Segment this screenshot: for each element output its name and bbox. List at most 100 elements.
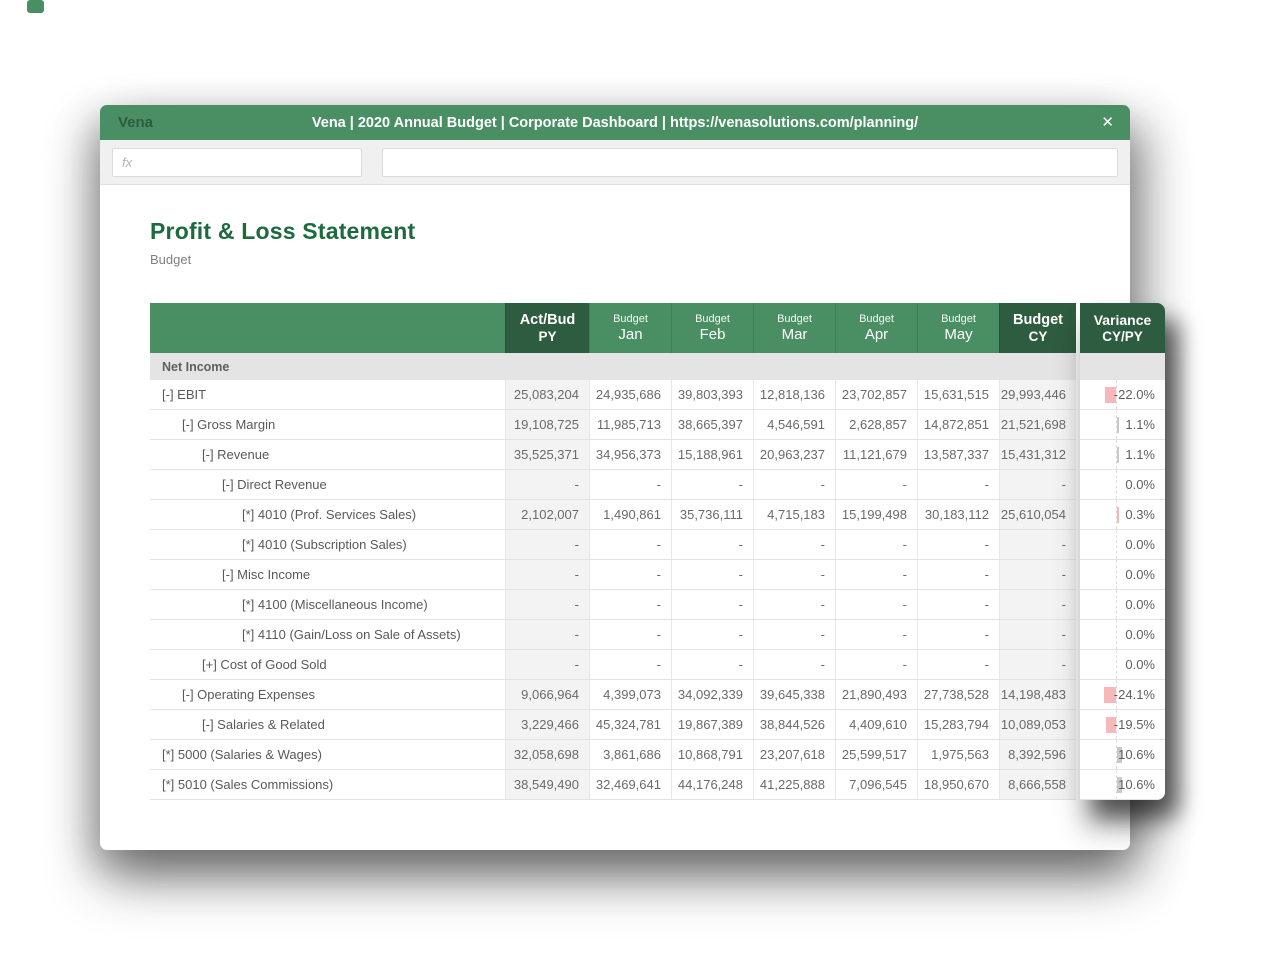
cell-jan[interactable]: - (589, 590, 671, 619)
cell-mar[interactable]: 41,225,888 (753, 770, 835, 799)
cell-may[interactable]: - (917, 620, 999, 649)
cell-cy[interactable]: 25,610,054 (999, 500, 1076, 529)
cell-jan[interactable]: - (589, 620, 671, 649)
cell-jan[interactable]: 32,469,641 (589, 770, 671, 799)
cell-feb[interactable]: - (671, 650, 753, 679)
cell-feb[interactable]: - (671, 470, 753, 499)
cell-may[interactable]: - (917, 650, 999, 679)
cell-cy[interactable]: 10,089,053 (999, 710, 1076, 739)
cell-mar[interactable]: - (753, 530, 835, 559)
cell-cy[interactable]: - (999, 590, 1076, 619)
cell-mar[interactable]: 38,844,526 (753, 710, 835, 739)
cell-may[interactable]: - (917, 590, 999, 619)
cell-apr[interactable]: 25,599,517 (835, 740, 917, 769)
cell-apr[interactable]: - (835, 590, 917, 619)
cell-may[interactable]: - (917, 560, 999, 589)
cell-feb[interactable]: 39,803,393 (671, 380, 753, 409)
cell-cy[interactable]: - (999, 650, 1076, 679)
cell-cy[interactable]: - (999, 620, 1076, 649)
row-label[interactable]: [*] 4100 (Miscellaneous Income) (242, 597, 428, 612)
cell-cy[interactable]: 8,666,558 (999, 770, 1076, 799)
cell-may[interactable]: 18,950,670 (917, 770, 999, 799)
cell-jan[interactable]: - (589, 530, 671, 559)
cell-feb[interactable]: 34,092,339 (671, 680, 753, 709)
cell-mar[interactable]: 23,207,618 (753, 740, 835, 769)
fx-name-box[interactable] (112, 147, 362, 177)
cell-may[interactable]: 27,738,528 (917, 680, 999, 709)
cell-cy[interactable]: - (999, 470, 1076, 499)
cell-py[interactable]: - (505, 590, 589, 619)
cell-apr[interactable]: - (835, 560, 917, 589)
cell-cy[interactable]: 14,198,483 (999, 680, 1076, 709)
cell-apr[interactable]: 11,121,679 (835, 440, 917, 469)
cell-apr[interactable]: 15,199,498 (835, 500, 917, 529)
cell-may[interactable]: 15,283,794 (917, 710, 999, 739)
cell-cy[interactable]: 15,431,312 (999, 440, 1076, 469)
cell-py[interactable]: 25,083,204 (505, 380, 589, 409)
cell-cy[interactable]: - (999, 530, 1076, 559)
cell-apr[interactable]: - (835, 620, 917, 649)
cell-mar[interactable]: 39,645,338 (753, 680, 835, 709)
cell-py[interactable]: 2,102,007 (505, 500, 589, 529)
cell-feb[interactable]: 38,665,397 (671, 410, 753, 439)
cell-mar[interactable]: - (753, 650, 835, 679)
cell-jan[interactable]: 1,490,861 (589, 500, 671, 529)
cell-feb[interactable]: - (671, 560, 753, 589)
cell-may[interactable]: - (917, 470, 999, 499)
cell-mar[interactable]: 20,963,237 (753, 440, 835, 469)
cell-py[interactable]: 3,229,466 (505, 710, 589, 739)
cell-may[interactable]: - (917, 530, 999, 559)
row-label[interactable]: [-] Misc Income (222, 567, 311, 582)
cell-apr[interactable]: 2,628,857 (835, 410, 917, 439)
cell-mar[interactable]: - (753, 560, 835, 589)
row-label[interactable]: [*] 4010 (Prof. Services Sales) (242, 507, 417, 522)
row-label[interactable]: [*] 5010 (Sales Commissions) (162, 777, 334, 792)
cell-py[interactable]: 9,066,964 (505, 680, 589, 709)
formula-input[interactable] (382, 147, 1118, 177)
cell-py[interactable]: 35,525,371 (505, 440, 589, 469)
cell-py[interactable]: 38,549,490 (505, 770, 589, 799)
cell-mar[interactable]: - (753, 590, 835, 619)
cell-mar[interactable]: 4,715,183 (753, 500, 835, 529)
cell-jan[interactable]: 11,985,713 (589, 410, 671, 439)
cell-py[interactable]: - (505, 470, 589, 499)
cell-may[interactable]: 13,587,337 (917, 440, 999, 469)
cell-py[interactable]: - (505, 650, 589, 679)
cell-may[interactable]: 1,975,563 (917, 740, 999, 769)
cell-jan[interactable]: - (589, 560, 671, 589)
cell-cy[interactable]: 21,521,698 (999, 410, 1076, 439)
cell-may[interactable]: 30,183,112 (917, 500, 999, 529)
cell-mar[interactable]: 12,818,136 (753, 380, 835, 409)
cell-apr[interactable]: 23,702,857 (835, 380, 917, 409)
row-label[interactable]: [*] 4010 (Subscription Sales) (242, 537, 407, 552)
cell-jan[interactable]: 45,324,781 (589, 710, 671, 739)
cell-apr[interactable]: - (835, 650, 917, 679)
cell-py[interactable]: 32,058,698 (505, 740, 589, 769)
cell-py[interactable]: - (505, 560, 589, 589)
row-label[interactable]: [*] 5000 (Salaries & Wages) (162, 747, 322, 762)
cell-mar[interactable]: 4,546,591 (753, 410, 835, 439)
cell-jan[interactable]: - (589, 650, 671, 679)
cell-apr[interactable]: 21,890,493 (835, 680, 917, 709)
row-label[interactable]: [*] 4110 (Gain/Loss on Sale of Assets) (242, 627, 461, 642)
cell-feb[interactable]: 44,176,248 (671, 770, 753, 799)
cell-apr[interactable]: 7,096,545 (835, 770, 917, 799)
cell-mar[interactable]: - (753, 620, 835, 649)
cell-cy[interactable]: 29,993,446 (999, 380, 1076, 409)
cell-jan[interactable]: 24,935,686 (589, 380, 671, 409)
cell-may[interactable]: 15,631,515 (917, 380, 999, 409)
cell-feb[interactable]: 19,867,389 (671, 710, 753, 739)
cell-cy[interactable]: 8,392,596 (999, 740, 1076, 769)
cell-py[interactable]: - (505, 620, 589, 649)
cell-feb[interactable]: 15,188,961 (671, 440, 753, 469)
row-label[interactable]: [-] Salaries & Related (202, 717, 325, 732)
cell-feb[interactable]: 35,736,111 (671, 500, 753, 529)
close-icon[interactable]: ✕ (1101, 114, 1114, 131)
cell-jan[interactable]: - (589, 470, 671, 499)
row-label[interactable]: [-] Revenue (202, 447, 270, 462)
cell-py[interactable]: - (505, 530, 589, 559)
cell-feb[interactable]: - (671, 590, 753, 619)
row-label[interactable]: [-] Gross Margin (182, 417, 276, 432)
cell-apr[interactable]: - (835, 470, 917, 499)
row-label[interactable]: [+] Cost of Good Sold (202, 657, 327, 672)
